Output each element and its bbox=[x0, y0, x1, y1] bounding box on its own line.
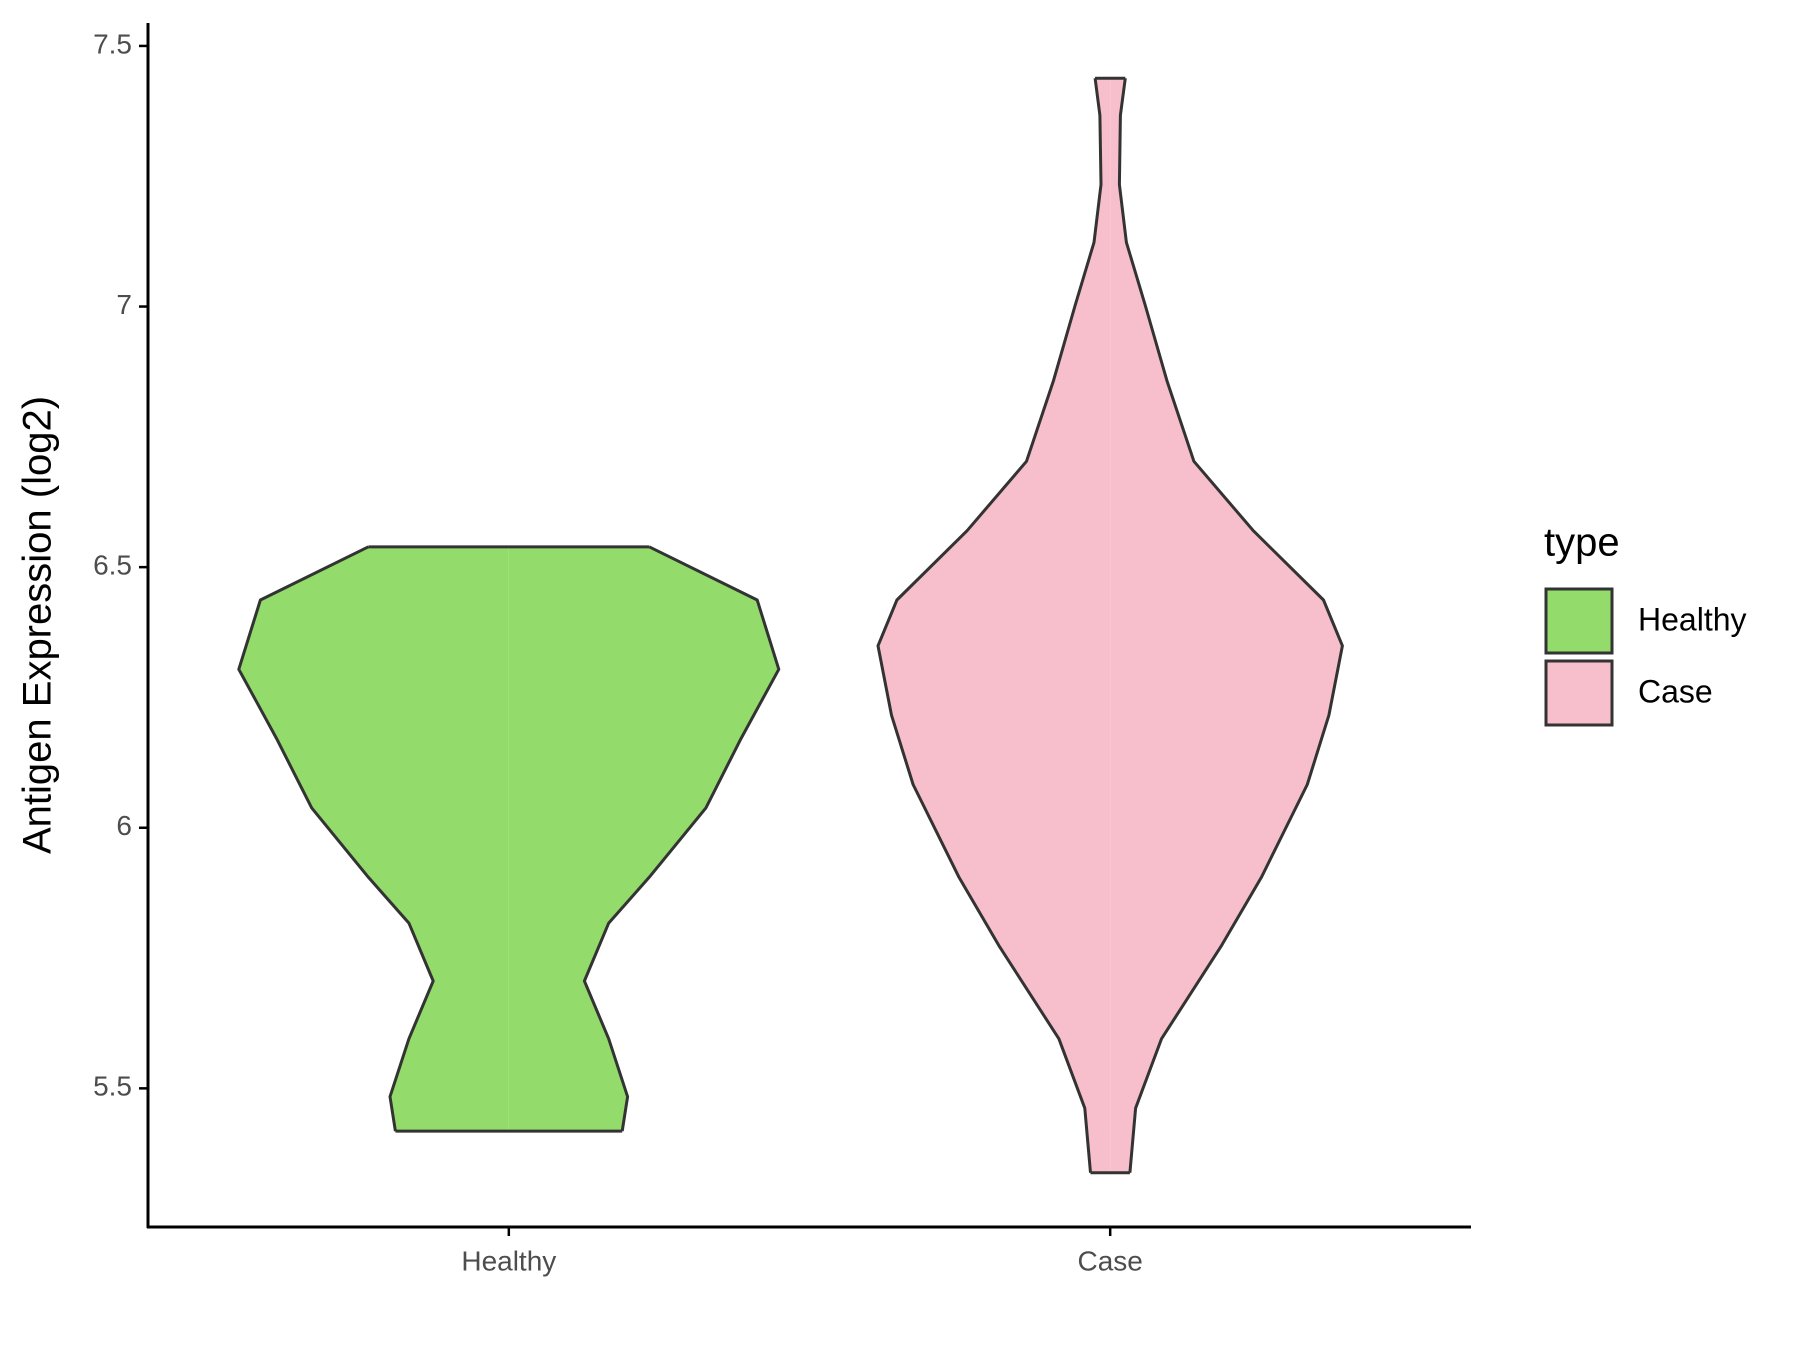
y-tick-label: 6 bbox=[116, 810, 132, 841]
legend-label: Healthy bbox=[1638, 601, 1747, 637]
violin-outline bbox=[876, 78, 1103, 1173]
legend-key bbox=[1544, 587, 1614, 655]
violin-outline bbox=[1117, 78, 1344, 1173]
violin-fill bbox=[878, 78, 1111, 1173]
violin-fill bbox=[508, 546, 779, 1132]
violin-fill bbox=[1110, 78, 1343, 1173]
legend-label: Case bbox=[1638, 673, 1713, 709]
legend-title: type bbox=[1544, 521, 1620, 565]
y-tick-label: 6.5 bbox=[93, 550, 132, 581]
x-tick-label: Case bbox=[1077, 1245, 1142, 1276]
x-tick-label: Healthy bbox=[461, 1245, 556, 1276]
y-tick-label: 7 bbox=[116, 289, 132, 320]
violin-outline bbox=[582, 545, 781, 1132]
y-axis-title: Antigen Expression (log2) bbox=[16, 396, 60, 854]
y-tick-label: 7.5 bbox=[93, 28, 132, 59]
y-tick-label: 5.5 bbox=[93, 1071, 132, 1102]
violin-outline bbox=[237, 545, 435, 1132]
violin-fill bbox=[238, 546, 509, 1132]
legend-key bbox=[1544, 659, 1614, 727]
